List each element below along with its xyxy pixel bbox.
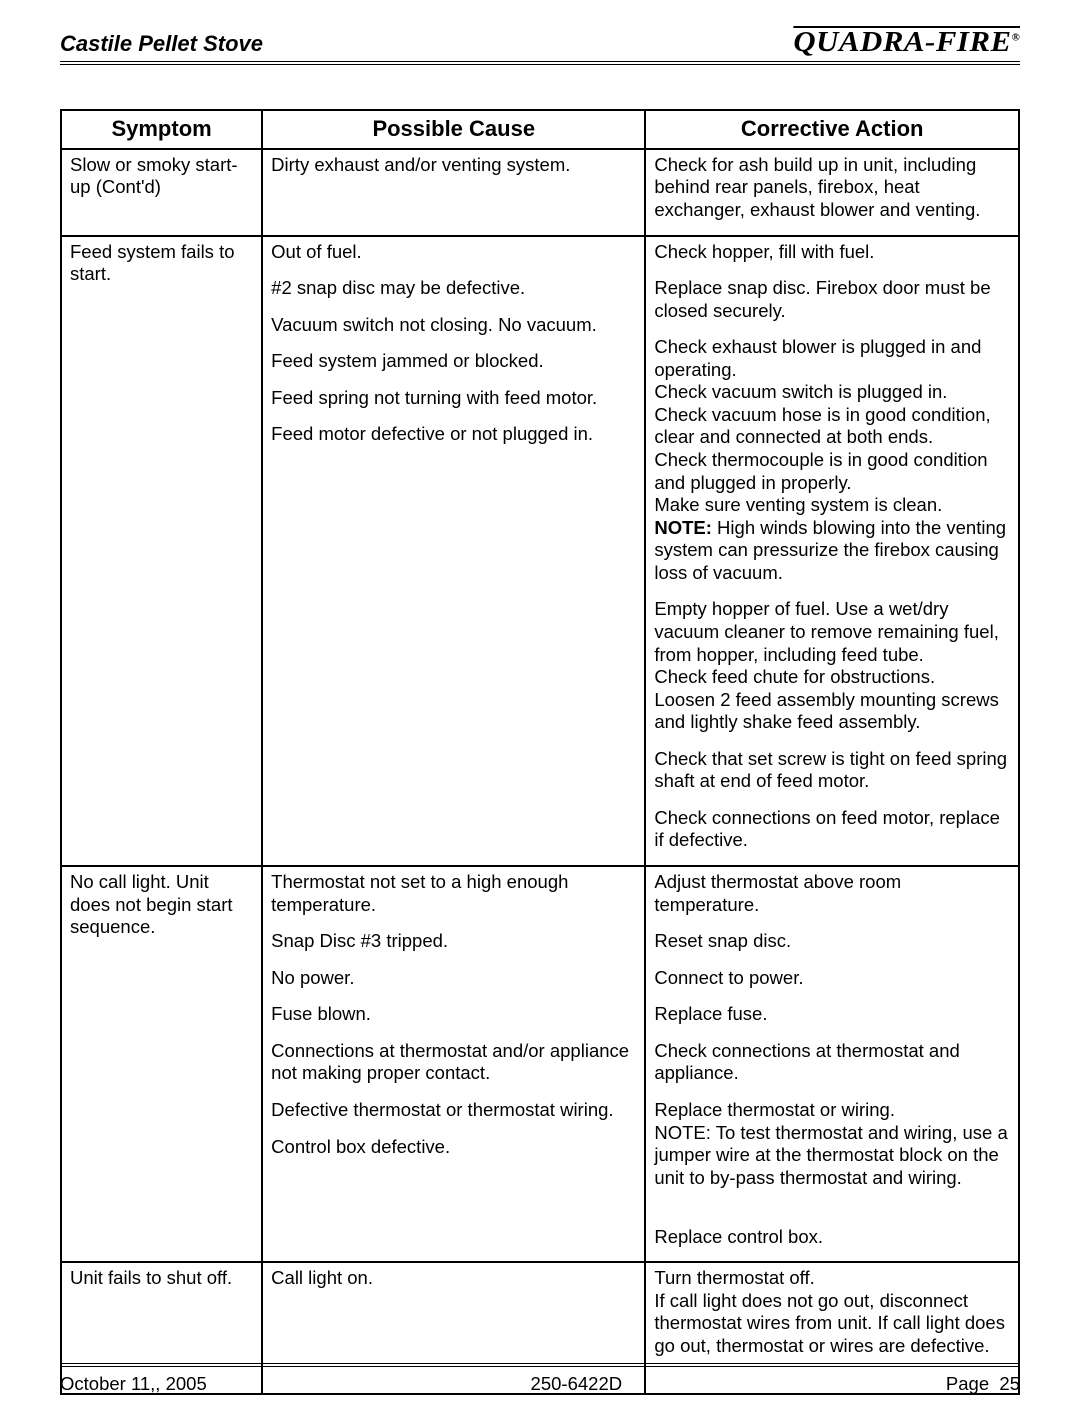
table-row: No call light. Unit does not begin start… [61, 866, 1019, 1262]
action-text: Check hopper, fill with fuel. [654, 241, 1010, 272]
footer-date: October 11,, 2005 [60, 1373, 207, 1395]
table-row: Feed system fails to start. Out of fuel. #… [61, 236, 1019, 867]
col-action: Corrective Action [645, 110, 1019, 149]
action-text: Check connections at thermostat and appl… [654, 1040, 1010, 1093]
action-cell: Adjust thermostat above room temperature… [645, 866, 1019, 1262]
cause-cell: Out of fuel. #2 snap disc may be defectiv… [262, 236, 645, 867]
cause-text: Feed spring not turning with feed motor. [271, 387, 636, 418]
cause-text: Dirty exhaust and/or venting system. [271, 154, 636, 185]
action-text: Reset snap disc. [654, 930, 1010, 961]
cause-text: Defective thermostat or thermostat wirin… [271, 1099, 636, 1130]
cause-text: Feed motor defective or not plugged in. [271, 423, 636, 454]
cause-text: Call light on. [271, 1267, 636, 1298]
symptom-cell: Feed system fails to start. [61, 236, 262, 867]
cause-text: Control box defective. [271, 1136, 636, 1167]
footer-page-label: Page [946, 1373, 989, 1394]
cause-text: No power. [271, 967, 636, 998]
document-title: Castile Pellet Stove [60, 31, 263, 57]
troubleshooting-table: Symptom Possible Cause Corrective Action… [60, 109, 1020, 1395]
footer: October 11,, 2005 250-6422D Page 25 [60, 1363, 1020, 1395]
cause-text: Snap Disc #3 tripped. [271, 930, 636, 961]
action-text: Check that set screw is tight on feed sp… [654, 748, 1010, 801]
table-row: Slow or smoky start-up (Cont'd) Dirty exh… [61, 149, 1019, 236]
cause-text: Thermostat not set to a high enough temp… [271, 871, 636, 924]
table-body: Slow or smoky start-up (Cont'd) Dirty exh… [61, 149, 1019, 1394]
action-text: Replace snap disc. Firebox door must be … [654, 277, 1010, 330]
brand-text: Quadra-Fire [793, 27, 1011, 58]
action-text: Check exhaust blower is plugged in and o… [654, 336, 1010, 592]
action-text: Adjust thermostat above room temperature… [654, 871, 1010, 924]
symptom-cell: Slow or smoky start-up (Cont'd) [61, 149, 262, 236]
action-text: Check connections on feed motor, replace… [654, 807, 1010, 860]
footer-page-number: 25 [999, 1373, 1020, 1394]
header: Castile Pellet Stove Quadra-Fire® [60, 26, 1020, 65]
action-cell: Check hopper, fill with fuel. Replace sna… [645, 236, 1019, 867]
footer-page: Page 25 [946, 1373, 1020, 1395]
cause-text: Feed system jammed or blocked. [271, 350, 636, 381]
action-text: Replace thermostat or wiring.NOTE: To te… [654, 1099, 1010, 1220]
action-text: Check for ash build up in unit, includin… [654, 154, 1010, 230]
table-header-row: Symptom Possible Cause Corrective Action [61, 110, 1019, 149]
col-symptom: Symptom [61, 110, 262, 149]
symptom-cell: No call light. Unit does not begin start… [61, 866, 262, 1262]
note-label: NOTE: [654, 517, 712, 538]
action-text: Replace fuse. [654, 1003, 1010, 1034]
cause-text: Out of fuel. [271, 241, 636, 272]
action-cell: Check for ash build up in unit, includin… [645, 149, 1019, 236]
cause-text: #2 snap disc may be defective. [271, 277, 636, 308]
col-cause: Possible Cause [262, 110, 645, 149]
cause-text: Vacuum switch not closing. No vacuum. [271, 314, 636, 345]
brand-regmark: ® [1011, 33, 1020, 44]
action-text: Connect to power. [654, 967, 1010, 998]
footer-docnum: 250-6422D [207, 1373, 946, 1395]
action-text: Empty hopper of fuel. Use a wet/dry vacu… [654, 598, 1010, 741]
page: Castile Pellet Stove Quadra-Fire® Sympto… [0, 0, 1080, 1425]
cause-cell: Thermostat not set to a high enough temp… [262, 866, 645, 1262]
action-text: Replace control box. [654, 1226, 1010, 1257]
cause-cell: Dirty exhaust and/or venting system. [262, 149, 645, 236]
brand-logo: Quadra-Fire® [793, 26, 1020, 57]
cause-text: Connections at thermostat and/or applian… [271, 1040, 636, 1093]
cause-text: Fuse blown. [271, 1003, 636, 1034]
